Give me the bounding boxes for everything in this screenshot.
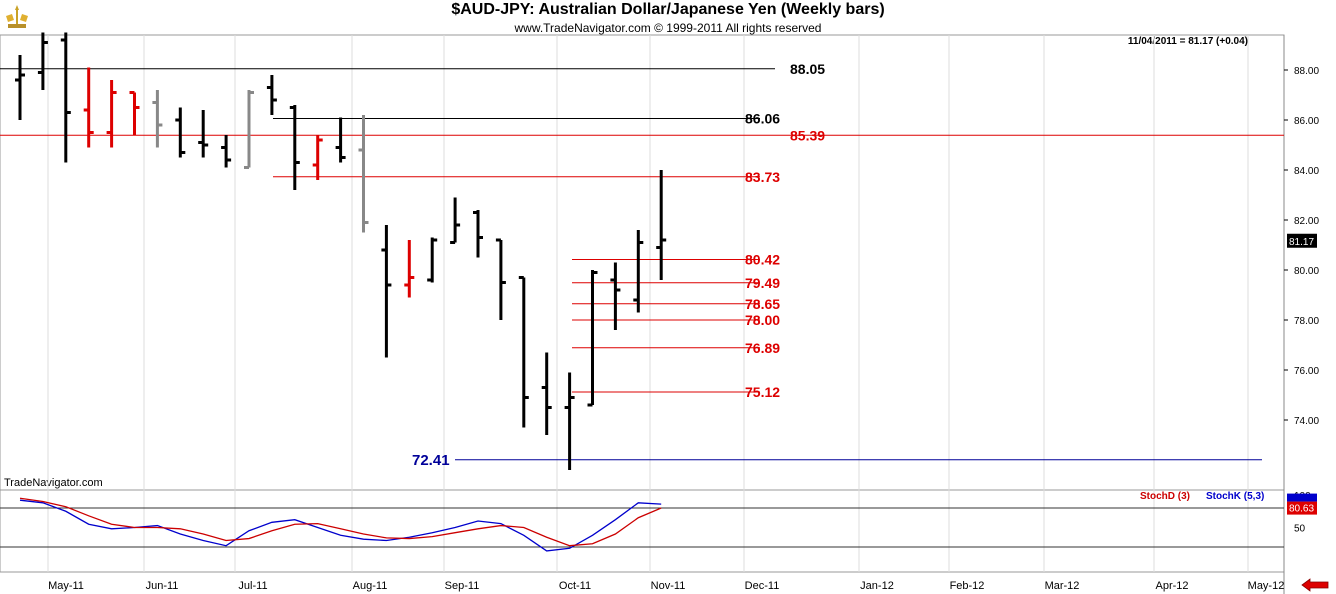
level-label: 75.12 <box>745 384 780 400</box>
y-tick-label: 76.00 <box>1294 366 1319 377</box>
x-tick-label: Jan-12 <box>860 580 894 592</box>
y-tick-label: 80.00 <box>1294 266 1319 277</box>
x-tick-label: Dec-11 <box>745 580 780 592</box>
copyright-subtitle: www.TradeNavigator.com © 1999-2011 All r… <box>514 21 822 35</box>
x-tick-label: Aug-11 <box>353 580 388 592</box>
stoch-k-legend: StochK (5,3) <box>1206 491 1265 502</box>
level-label: 86.06 <box>745 111 780 127</box>
x-tick-label: Sep-11 <box>445 580 480 592</box>
stoch-series-line <box>19 499 662 552</box>
level-label: 80.42 <box>745 252 780 268</box>
price-pane-frame <box>0 34 1285 491</box>
level-label: 72.41 <box>412 452 450 469</box>
y-tick-label: 84.00 <box>1294 166 1319 177</box>
current-price-label: 81.17 <box>1289 237 1314 248</box>
x-tick-label: Jun-11 <box>146 580 179 592</box>
y-tick-label: 82.00 <box>1294 216 1319 227</box>
stoch-k-value-box <box>1287 493 1317 502</box>
trade-navigator-logo <box>2 2 32 32</box>
y-tick-label: 86.00 <box>1294 116 1319 127</box>
last-quote: 11/04/2011 = 81.17 (+0.04) <box>1127 36 1248 47</box>
x-tick-label: Nov-11 <box>651 580 686 592</box>
x-tick-label: Feb-12 <box>950 580 985 592</box>
stoch-y-tick-label: 50 <box>1294 524 1306 535</box>
stoch-d-value-box <box>1287 501 1317 515</box>
chart-title: $AUD-JPY: Australian Dollar/Japanese Yen… <box>451 1 885 18</box>
level-label: 79.49 <box>745 275 780 291</box>
scroll-left-arrow-icon[interactable] <box>1300 578 1330 592</box>
y-tick-label: 88.00 <box>1294 66 1319 77</box>
level-label: 88.05 <box>790 61 825 77</box>
level-label: 83.73 <box>745 169 780 185</box>
stoch-series-line <box>19 497 662 547</box>
level-label: 78.00 <box>745 312 780 328</box>
current-price-box <box>1287 233 1317 248</box>
stoch-d-legend: StochD (3) <box>1140 491 1190 502</box>
x-tick-label: Apr-12 <box>1155 580 1188 592</box>
x-tick-label: Jul-11 <box>238 580 267 592</box>
stoch-value-label: 80.63 <box>1289 504 1314 515</box>
level-label: 78.65 <box>745 296 780 312</box>
level-label: 76.89 <box>745 340 780 356</box>
y-tick-label: 74.00 <box>1294 416 1319 427</box>
watermark: TradeNavigator.com <box>4 477 103 489</box>
x-tick-label: May-11 <box>48 580 84 592</box>
x-tick-label: Mar-12 <box>1045 580 1080 592</box>
y-tick-label: 78.00 <box>1294 316 1319 327</box>
level-label: 85.39 <box>790 127 825 143</box>
x-tick-label: May-12 <box>1248 580 1285 592</box>
x-tick-label: Oct-11 <box>559 580 591 592</box>
